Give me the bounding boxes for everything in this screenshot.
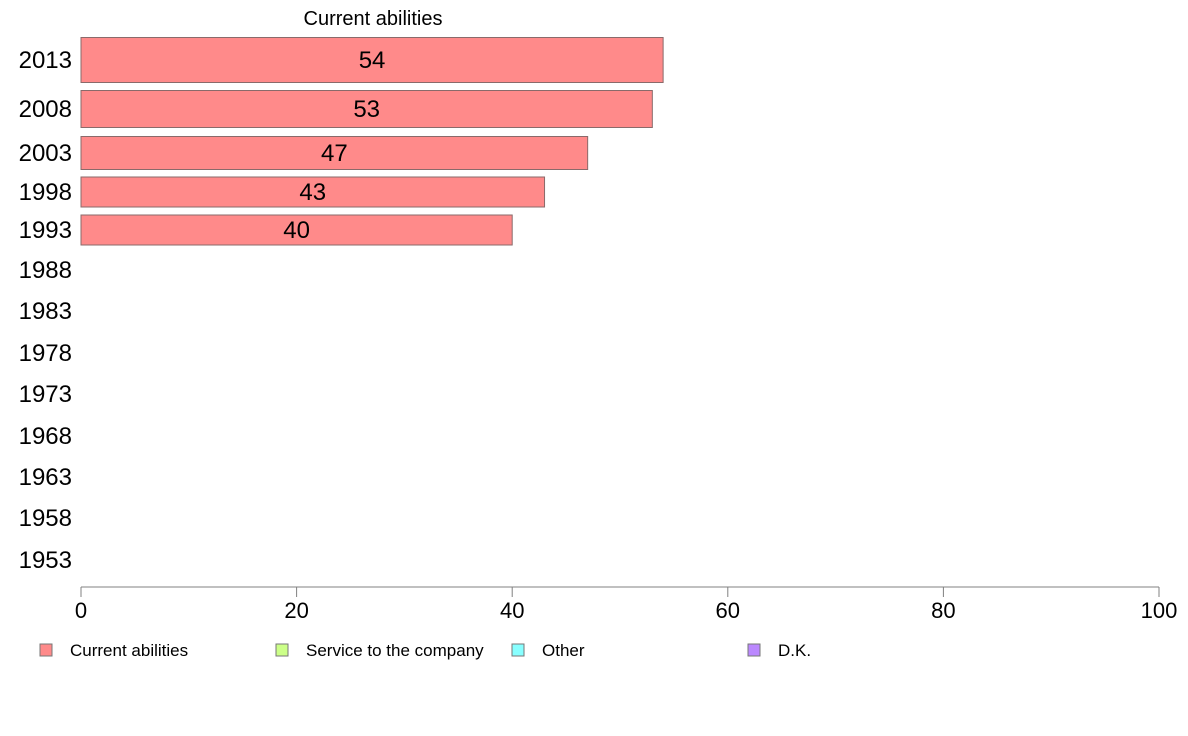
category-label-1988: 1988: [19, 257, 72, 284]
x-tick-label-100: 100: [1141, 598, 1178, 623]
bar-1993: [80, 214, 513, 246]
x-tick-label-60: 60: [716, 598, 740, 623]
category-label-1953: 1953: [19, 547, 72, 574]
category-label-1958: 1958: [19, 505, 72, 532]
value-label-2013: 54: [359, 47, 386, 74]
x-axis: 0 20 40 60 80 100: [75, 586, 1178, 623]
category-label-1963: 1963: [19, 464, 72, 491]
category-label-1998: 1998: [19, 179, 72, 206]
category-label-1973: 1973: [19, 381, 72, 408]
series-title: Current abilities: [304, 8, 443, 30]
legend: Current abilities Service to the company O…: [39, 641, 811, 660]
value-label-2003: 47: [321, 140, 348, 167]
x-tick-label-0: 0: [75, 598, 87, 623]
bar-1998: [80, 176, 546, 208]
bar-2003: [80, 136, 589, 170]
legend-swatch-0: [39, 643, 53, 657]
legend-swatch-2: [511, 643, 525, 657]
x-tick-label-80: 80: [931, 598, 955, 623]
legend-label-0: Current abilities: [70, 641, 188, 660]
value-label-1998: 43: [299, 179, 326, 206]
legend-label-2: Other: [542, 641, 585, 660]
category-labels: 2013 2008 2003 1998 1993 1988 1983 1978 1973 1968…: [19, 47, 72, 574]
category-label-1978: 1978: [19, 340, 72, 367]
bar-2008: [80, 90, 653, 128]
legend-swatch-1: [275, 643, 289, 657]
x-tick-label-40: 40: [500, 598, 524, 623]
value-label-2008: 53: [353, 96, 380, 123]
category-label-2013: 2013: [19, 47, 72, 74]
category-label-1983: 1983: [19, 298, 72, 325]
category-label-2008: 2008: [19, 96, 72, 123]
category-label-1968: 1968: [19, 423, 72, 450]
legend-label-1: Service to the company: [306, 641, 484, 660]
category-label-1993: 1993: [19, 217, 72, 244]
category-label-2003: 2003: [19, 140, 72, 167]
legend-swatch-3: [747, 643, 761, 657]
x-tick-label-20: 20: [284, 598, 308, 623]
bar-2013: [80, 37, 664, 83]
value-label-1993: 40: [283, 217, 310, 244]
legend-label-3: D.K.: [778, 641, 811, 660]
